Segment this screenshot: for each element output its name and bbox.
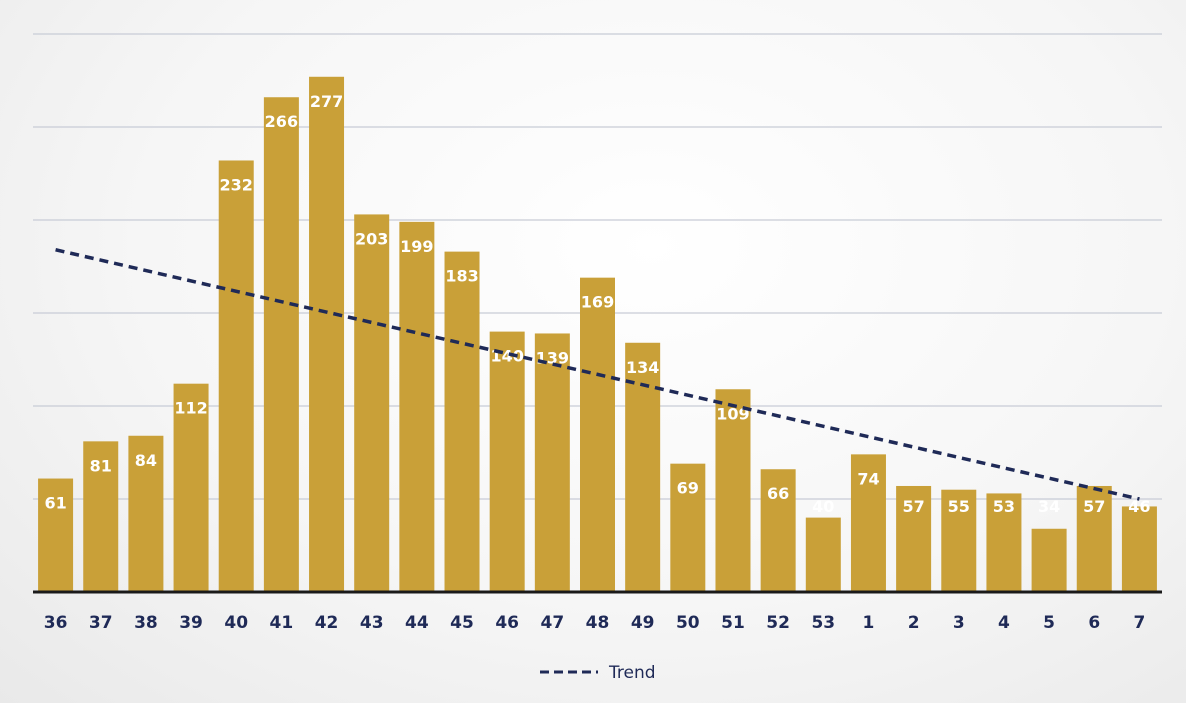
- bar-51: [715, 389, 751, 592]
- x-tick-label: 45: [450, 613, 474, 633]
- bar-40: [218, 160, 254, 593]
- bar-value-label: 74: [857, 469, 879, 488]
- x-tick-label: 43: [360, 613, 384, 633]
- x-tick-label: 1: [863, 613, 875, 633]
- bar-value-label: 109: [716, 404, 749, 423]
- bar-value-label: 53: [993, 497, 1015, 516]
- x-tick-label: 39: [179, 613, 203, 633]
- x-tick-label: 46: [495, 613, 519, 633]
- x-tick-label: 37: [89, 613, 113, 633]
- bar-value-label: 199: [400, 237, 433, 256]
- x-tick-label: 3: [953, 613, 965, 633]
- bar-value-label: 46: [1128, 497, 1150, 516]
- bar-value-label: 169: [581, 293, 614, 312]
- bar-value-label: 134: [626, 358, 659, 377]
- x-tick-label: 53: [811, 613, 835, 633]
- bar-value-label: 55: [948, 497, 970, 516]
- x-tick-label: 36: [44, 613, 68, 633]
- x-tick-label: 44: [405, 613, 429, 633]
- bar-52: [760, 469, 796, 592]
- bar-value-label: 66: [767, 484, 789, 503]
- bar-39: [173, 383, 209, 592]
- x-tick-label: 7: [1133, 613, 1145, 633]
- bar-49: [625, 342, 661, 592]
- bar-value-label: 57: [1083, 497, 1105, 516]
- bar-value-label: 61: [44, 494, 66, 513]
- bar-value-label: 34: [1038, 497, 1060, 516]
- x-tick-label: 48: [586, 613, 610, 633]
- x-tick-label: 4: [998, 613, 1010, 633]
- bar-4: [986, 493, 1022, 592]
- bar-53: [805, 517, 841, 592]
- bar-37: [83, 441, 119, 592]
- x-tick-label: 41: [270, 613, 294, 633]
- bar-5: [1031, 528, 1067, 592]
- bar-value-label: 139: [536, 348, 569, 367]
- x-tick-label: 49: [631, 613, 655, 633]
- trend-line: [55, 248, 1140, 501]
- x-tick-label: 51: [721, 613, 745, 633]
- trend-series: [55, 248, 1140, 501]
- bar-value-label: 277: [310, 92, 343, 111]
- bar-2: [896, 485, 932, 592]
- x-tick-label: 40: [224, 613, 248, 633]
- bar-value-label: 84: [135, 451, 157, 470]
- bar-7: [1121, 506, 1157, 592]
- bar-value-label: 203: [355, 229, 388, 248]
- bar-48: [580, 277, 615, 592]
- bar-value-label: 40: [812, 497, 834, 516]
- x-axis: 36 37 38 39 40 41 42 43 44 45 46 47 48 49 50 51 52 53 1 2 3 4…: [33, 590, 1162, 633]
- bar-value-label: 69: [677, 479, 699, 498]
- bar-41: [263, 97, 299, 593]
- bar-44: [399, 221, 435, 593]
- bar-3: [941, 489, 977, 592]
- bar-value-label: 183: [445, 267, 478, 286]
- x-tick-label: 52: [766, 613, 790, 633]
- x-tick-label: 50: [676, 613, 700, 633]
- bar-46: [489, 331, 525, 592]
- x-tick-label: 38: [134, 613, 158, 633]
- legend-trend-label: Trend: [608, 663, 656, 683]
- bar-value-label: 57: [902, 497, 924, 516]
- x-tick-label: 5: [1043, 613, 1055, 633]
- bar-value-label: 112: [174, 399, 207, 418]
- bar-47: [534, 333, 570, 592]
- x-tick-label: 47: [541, 613, 565, 633]
- bar-38: [128, 435, 164, 592]
- bar-43: [354, 214, 390, 593]
- bar-36: [38, 478, 74, 592]
- bar-42: [309, 76, 345, 592]
- bar-45: [444, 251, 480, 592]
- bar-50: [670, 463, 706, 592]
- legend: Trend: [540, 663, 656, 683]
- bar-value-label: 81: [90, 456, 112, 475]
- x-tick-label: 2: [908, 613, 920, 633]
- x-tick-label: 6: [1088, 613, 1100, 633]
- bar-value-label: 266: [265, 112, 298, 131]
- x-tick-label: 42: [315, 613, 339, 633]
- bar-1: [850, 454, 886, 592]
- bar-value-label: 232: [220, 175, 253, 194]
- bar-6: [1076, 485, 1112, 592]
